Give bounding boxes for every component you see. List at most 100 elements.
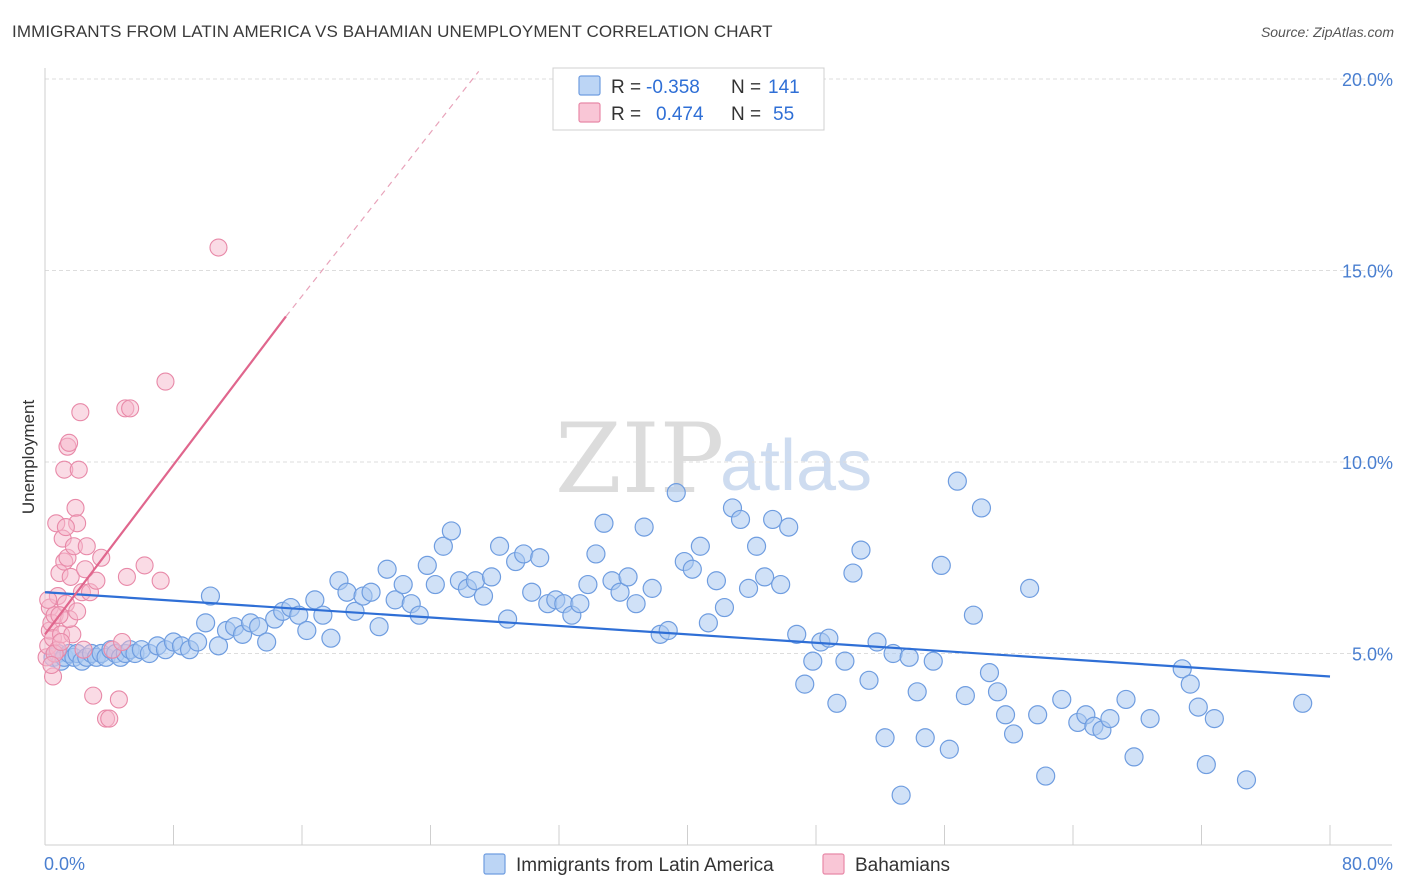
legend-n-value-2: 55 <box>773 104 794 125</box>
point-immigrants-latin-america <box>1172 659 1192 679</box>
point-immigrants-latin-america <box>1293 693 1313 713</box>
point-immigrants-latin-america <box>851 540 871 560</box>
point-immigrants-latin-america <box>698 613 718 633</box>
point-immigrants-latin-america <box>626 594 646 614</box>
point-immigrants-latin-america <box>754 567 775 587</box>
point-immigrants-latin-america <box>706 571 727 591</box>
point-immigrants-latin-america <box>187 632 208 652</box>
y-tick-label: 5.0% <box>1352 645 1393 665</box>
point-immigrants-latin-america <box>779 517 799 537</box>
point-bahamians <box>66 498 85 518</box>
point-immigrants-latin-america <box>763 509 783 530</box>
point-immigrants-latin-america <box>843 563 863 583</box>
point-bahamians <box>87 571 106 590</box>
point-immigrants-latin-america <box>1003 724 1024 744</box>
point-bahamians <box>56 518 75 537</box>
point-immigrants-latin-america <box>297 620 317 641</box>
point-immigrants-latin-america <box>578 574 598 595</box>
point-immigrants-latin-america <box>787 624 807 644</box>
point-immigrants-latin-america <box>369 617 389 637</box>
chart-title: IMMIGRANTS FROM LATIN AMERICA VS BAHAMIA… <box>12 22 773 41</box>
point-bahamians <box>77 537 96 556</box>
point-bahamians <box>74 640 93 659</box>
point-immigrants-latin-america <box>939 739 959 759</box>
point-immigrants-latin-america <box>249 617 269 637</box>
legend-n-label-1: N = <box>731 77 761 98</box>
point-immigrants-latin-america <box>1204 709 1224 729</box>
point-immigrants-latin-america <box>337 582 357 602</box>
y-tick-label: 10.0% <box>1342 453 1393 473</box>
correlation-legend: R = -0.358 N = 141 R = 0.474 N = 55 <box>552 67 825 131</box>
point-immigrants-latin-america <box>594 513 614 533</box>
trend-line-bahamians-extension <box>285 70 480 317</box>
point-immigrants-latin-america <box>714 597 735 618</box>
point-immigrants-latin-america <box>473 586 494 606</box>
point-immigrants-latin-america <box>321 628 341 648</box>
point-immigrants-latin-america <box>361 582 381 602</box>
point-immigrants-latin-america <box>730 509 751 530</box>
legend-r-label-1: R = <box>611 77 641 98</box>
point-immigrants-latin-america <box>658 620 678 641</box>
legend-swatch-blue <box>578 75 601 96</box>
legend-n-value-1: 141 <box>768 77 800 98</box>
point-immigrants-latin-america <box>1140 709 1160 729</box>
point-immigrants-latin-america <box>498 609 518 629</box>
watermark: ZIP atlas <box>555 403 872 515</box>
bottom-legend-swatch-blue <box>483 853 506 875</box>
y-axis-label: Unemployment <box>19 400 38 515</box>
trend-line-bahamians <box>44 315 287 636</box>
y-tick-label: 15.0% <box>1342 262 1393 282</box>
point-immigrants-latin-america <box>899 647 919 667</box>
point-immigrants-latin-america <box>771 574 791 595</box>
point-immigrants-latin-america <box>313 605 333 625</box>
watermark-zip: ZIP <box>555 403 724 515</box>
point-immigrants-latin-america <box>522 582 542 602</box>
point-immigrants-latin-america <box>208 636 229 656</box>
point-immigrants-latin-america <box>907 682 927 702</box>
point-bahamians <box>117 567 136 586</box>
gridlines <box>45 78 1392 654</box>
bottom-legend-swatch-pink <box>822 853 845 875</box>
point-immigrants-latin-america <box>1116 689 1136 710</box>
point-bahamians <box>100 709 119 728</box>
point-bahamians <box>209 238 228 257</box>
point-immigrants-latin-america <box>891 785 911 805</box>
series-bahamians <box>37 238 228 728</box>
point-immigrants-latin-america <box>859 670 879 690</box>
legend-swatch-pink <box>578 102 601 123</box>
point-immigrants-latin-america <box>923 651 943 671</box>
point-immigrants-latin-america <box>682 559 702 579</box>
trend-lines <box>44 70 1331 678</box>
point-immigrants-latin-america <box>489 536 510 556</box>
point-immigrants-latin-america <box>835 651 855 671</box>
point-immigrants-latin-america <box>433 536 453 556</box>
point-immigrants-latin-america <box>1028 705 1048 725</box>
point-immigrants-latin-america <box>963 605 984 625</box>
bottom-legend-label-blue: Immigrants from Latin America <box>516 855 774 876</box>
legend-r-label-2: R = <box>611 104 641 125</box>
point-bahamians <box>156 372 175 391</box>
point-immigrants-latin-america <box>200 586 221 606</box>
point-immigrants-latin-america <box>610 582 630 602</box>
point-immigrants-latin-america <box>738 578 759 598</box>
point-bahamians <box>135 556 154 575</box>
point-immigrants-latin-america <box>1020 578 1040 598</box>
watermark-atlas: atlas <box>720 426 872 506</box>
point-immigrants-latin-america <box>570 594 590 614</box>
point-immigrants-latin-america <box>377 559 397 579</box>
source-attribution: Source: ZipAtlas.com <box>1260 24 1394 40</box>
x-tick-label-max: 80.0% <box>1342 854 1393 874</box>
point-immigrants-latin-america <box>795 674 815 694</box>
legend-r-value-1: -0.358 <box>646 77 700 98</box>
trend-line-immigrants-latin-america <box>44 591 1331 678</box>
point-immigrants-latin-america <box>827 693 847 713</box>
point-immigrants-latin-america <box>425 574 445 595</box>
point-immigrants-latin-america <box>931 555 951 576</box>
point-bahamians <box>151 571 170 590</box>
point-immigrants-latin-america <box>1052 689 1072 710</box>
point-immigrants-latin-america <box>634 517 654 537</box>
point-bahamians <box>121 399 140 418</box>
legend-r-value-2: 0.474 <box>656 104 704 125</box>
point-immigrants-latin-america <box>1196 754 1216 775</box>
